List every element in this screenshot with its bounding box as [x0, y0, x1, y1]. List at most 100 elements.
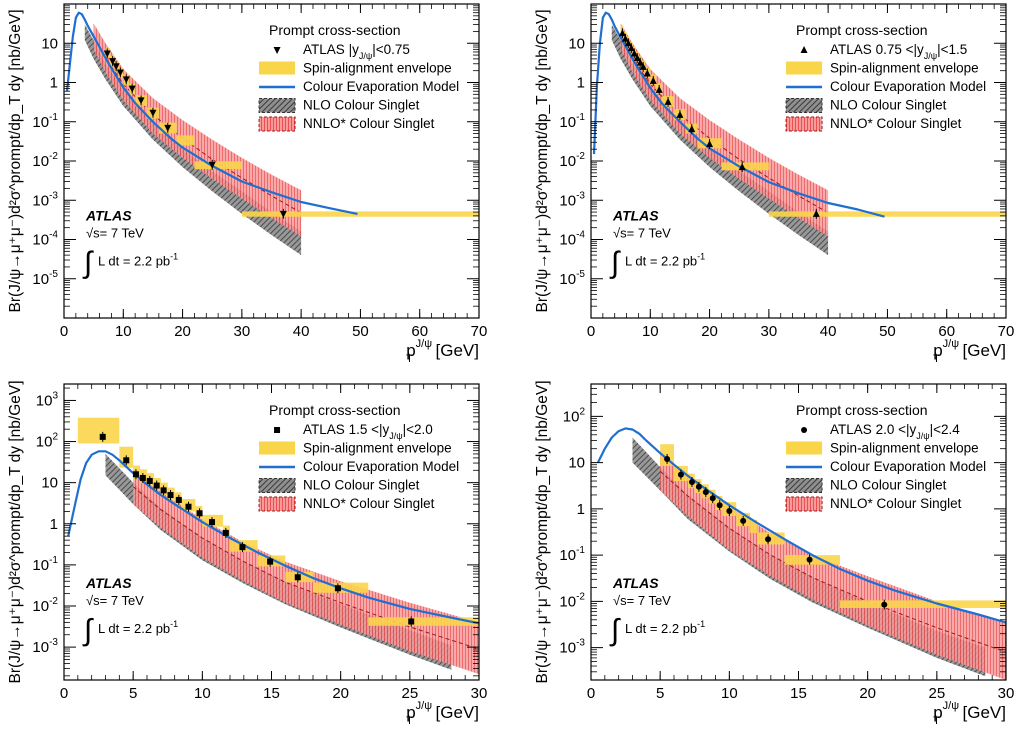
- legend-label-text: NLO Colour Singlet: [303, 478, 420, 493]
- data-point: [122, 76, 130, 84]
- legend-marker: [273, 47, 281, 54]
- x-label-unit: [GeV]: [958, 703, 1006, 722]
- data-point: [408, 618, 415, 625]
- legend-label: NLO Colour Singlet: [303, 98, 420, 113]
- legend-label: ATLAS 0.75 <|yJ/ψ|<1.5: [830, 42, 967, 61]
- y-tick-base: 1: [50, 516, 58, 533]
- spin-alignment-box: [194, 161, 242, 170]
- data-point: [164, 124, 172, 132]
- data-point: [209, 519, 216, 526]
- data-point: [123, 457, 130, 464]
- data-point: [726, 507, 733, 514]
- data-point: [146, 477, 153, 484]
- luminosity-label: L dt = 2.2 pb-1: [625, 252, 705, 269]
- legend-symbol-nlo: [785, 98, 823, 113]
- x-label-unit: [GeV]: [431, 341, 479, 360]
- data-point: [175, 496, 182, 503]
- y-tick-exponent: -5: [49, 269, 58, 280]
- y-tick-label: 1: [50, 516, 58, 533]
- legend-label-text: NNLO* Colour Singlet: [830, 116, 962, 131]
- x-tick-label: 15: [263, 685, 280, 702]
- atlas-label: ATLAS: [612, 208, 659, 224]
- legend-label-text: NNLO* Colour Singlet: [830, 496, 962, 511]
- x-tick-label: 20: [859, 685, 876, 702]
- data-point: [167, 492, 174, 499]
- atlas-label: ATLAS: [612, 575, 659, 591]
- legend-symbol-data: [800, 46, 808, 53]
- y-tick-exponent: -1: [576, 545, 585, 556]
- legend-label: Colour Evaporation Model: [830, 79, 986, 94]
- energy-label: √s= 7 TeV: [613, 226, 671, 241]
- y-tick-base: 10: [32, 153, 49, 170]
- y-tick-exponent: -3: [49, 190, 58, 201]
- plot-area: [596, 427, 1006, 680]
- legend-symbol-spin: [259, 61, 296, 75]
- y-tick-label: 10-1: [32, 555, 58, 574]
- x-tick-label: 30: [471, 685, 488, 702]
- x-label-sup: J/ψ: [416, 700, 433, 712]
- plot-area: [592, 11, 1006, 256]
- y-tick-base: 10: [559, 114, 576, 131]
- x-tick-label: 40: [820, 323, 837, 340]
- data-point: [702, 489, 709, 496]
- legend-marker: [801, 427, 808, 433]
- y-tick-exponent: -3: [49, 637, 58, 648]
- y-tick-exponent: -2: [576, 591, 585, 602]
- legend-label: NLO Colour Singlet: [830, 98, 947, 113]
- spin-alignment-box: [241, 211, 479, 217]
- legend-symbol-spin: [259, 441, 296, 455]
- data-point: [153, 482, 160, 489]
- integral-sign: ∫: [609, 247, 621, 280]
- legend-label-text: ATLAS |y: [303, 42, 359, 57]
- spin-alignment-box: [368, 617, 479, 626]
- x-tick-label: 30: [761, 323, 778, 340]
- data-point: [618, 29, 626, 37]
- legend-label-text: Colour Evaporation Model: [830, 79, 986, 94]
- data-point: [812, 209, 820, 217]
- data-point: [112, 63, 120, 71]
- x-label-base: p: [406, 703, 415, 722]
- data-point: [695, 483, 702, 490]
- y-tick-base: 10: [32, 192, 49, 209]
- legend-symbol-nlo: [785, 478, 823, 493]
- x-label-base: p: [933, 703, 942, 722]
- legend-spin-swatch: [786, 441, 823, 455]
- x-axis-label: pJ/ψ T [GeV]: [406, 338, 479, 365]
- data-point: [688, 479, 695, 486]
- data-point: [109, 58, 117, 66]
- y-tick-exponent: 2: [52, 432, 58, 443]
- legend-spin-swatch: [786, 61, 823, 75]
- x-tick-label: 25: [401, 685, 418, 702]
- data-point: [881, 601, 888, 608]
- y-tick-label: 103: [36, 390, 59, 409]
- data-point: [208, 161, 216, 169]
- x-tick-label: 30: [998, 685, 1015, 702]
- legend-label-after: |<0.75: [372, 42, 410, 57]
- data-point: [137, 97, 145, 105]
- y-tick-label: 10-2: [559, 591, 585, 610]
- x-tick-label: 10: [115, 323, 132, 340]
- luminosity-exponent: -1: [170, 619, 178, 629]
- x-tick-label: 70: [998, 323, 1015, 340]
- y-tick-label: 10-4: [32, 230, 58, 249]
- spin-alignment-box: [840, 600, 1006, 608]
- chart-panel-top-right: 0 10 20 30 40 50 60 7010110-110-210-310-410-5pJ…: [534, 3, 1015, 365]
- legend-label-text: ATLAS 0.75 <|y: [830, 42, 924, 57]
- integral-sign: ∫: [82, 247, 94, 280]
- luminosity-exponent: -1: [697, 619, 705, 629]
- y-axis-label: Br(J/ψ→μ⁺μ⁻)d²σ^prompt/dp_T dy [nb/GeV]: [7, 380, 24, 683]
- data-point: [706, 140, 714, 148]
- y-tick-base: 10: [32, 114, 49, 131]
- x-tick-label: 20: [332, 685, 349, 702]
- legend-symbol-data: [274, 427, 281, 433]
- legend-symbol-nnlo: [258, 116, 296, 132]
- y-tick-label: 10-1: [559, 545, 585, 564]
- x-label-base: p: [933, 341, 942, 360]
- y-tick-base: 10: [32, 598, 49, 615]
- energy-label: √s= 7 TeV: [613, 593, 671, 608]
- legend-nnlo-swatch: [258, 496, 296, 512]
- x-axis-label: pJ/ψ T [GeV]: [406, 700, 479, 727]
- y-tick-base: 10: [32, 232, 49, 249]
- x-tick-label: 10: [194, 685, 211, 702]
